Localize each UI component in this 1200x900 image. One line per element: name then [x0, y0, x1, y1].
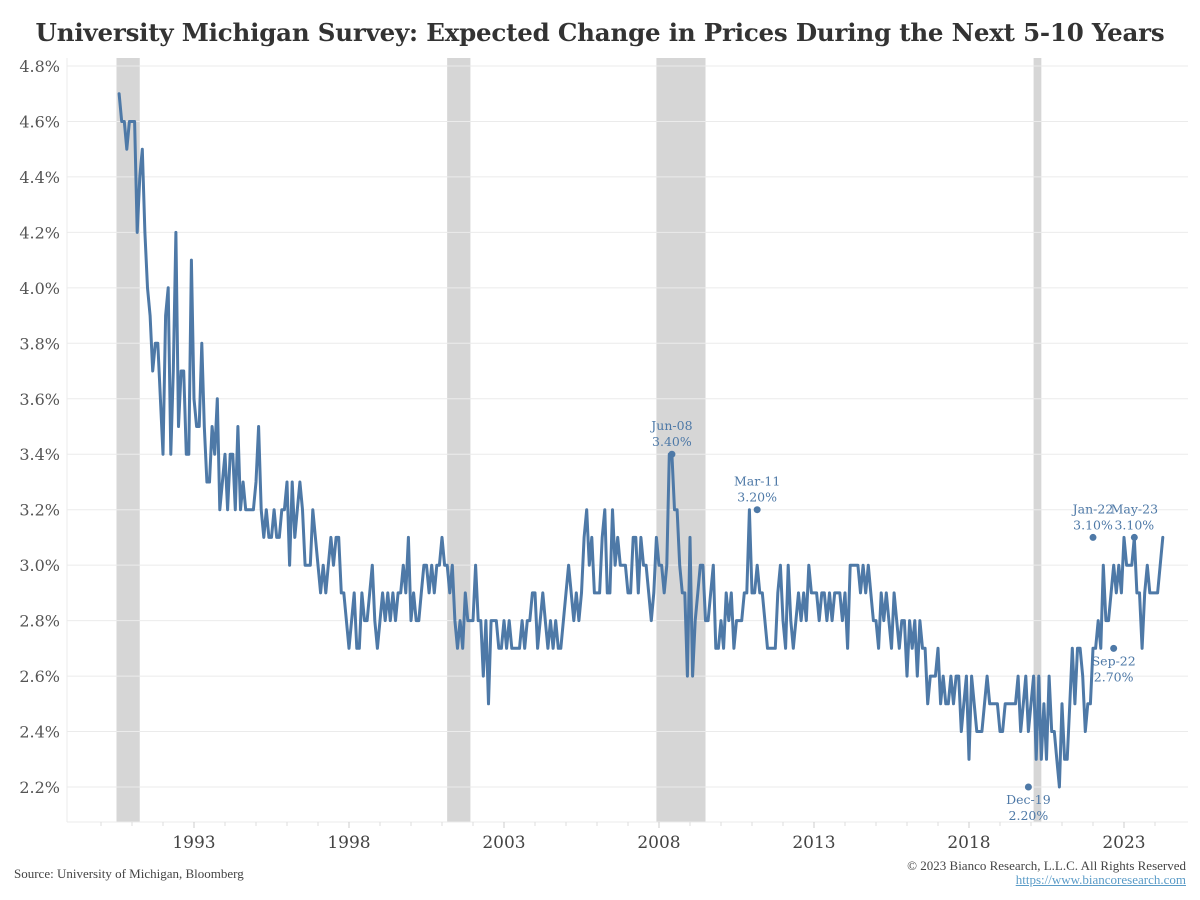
recession-band	[1033, 58, 1042, 822]
copyright-note: © 2023 Bianco Research, L.L.C. All Right…	[907, 858, 1186, 873]
annotation: Mar-113.20%	[734, 474, 780, 514]
y-tick-label: 2.4%	[19, 723, 60, 742]
y-tick-label: 2.8%	[19, 612, 60, 631]
gridlines	[67, 65, 1188, 788]
recession-band	[116, 58, 140, 822]
annotation-date: Mar-11	[734, 474, 780, 489]
annotation-date: Sep-22	[1092, 653, 1136, 668]
website-link[interactable]: https://www.biancoresearch.com	[1015, 872, 1186, 887]
annotation-marker	[1089, 533, 1097, 541]
y-axis-ticks: 2.2% 2.4% 2.6% 2.8% 3.0% 3.2% 3.4% 3.6% 3.8% 4.0%…	[19, 57, 60, 797]
x-axis-ticks: 1993 1998 2003 2008 2013 2018 2023	[172, 822, 1146, 853]
y-tick-label: 3.4%	[19, 445, 60, 464]
x-tick-label: 1998	[327, 833, 370, 853]
annotation-value: 3.40%	[652, 434, 692, 449]
annotation-value: 3.10%	[1114, 517, 1154, 532]
y-tick-label: 3.0%	[19, 556, 60, 575]
y-tick-label: 4.4%	[19, 168, 60, 187]
y-tick-label: 4.2%	[19, 223, 60, 242]
recession-band	[656, 58, 706, 822]
y-tick-label: 3.8%	[19, 334, 60, 353]
annotation-date: Jun-08	[649, 418, 692, 433]
annotation-value: 2.20%	[1009, 808, 1049, 823]
y-tick-label: 2.2%	[19, 778, 60, 797]
annotation-marker	[1110, 644, 1118, 652]
recession-shading	[116, 58, 1042, 822]
annotation: Sep-222.70%	[1092, 644, 1136, 684]
annotation-marker	[753, 506, 761, 514]
annotation-marker	[1024, 783, 1032, 791]
annotation-value: 3.20%	[737, 490, 777, 505]
annotation-marker	[668, 450, 676, 458]
x-tick-label: 2023	[1102, 833, 1145, 853]
x-tick-label: 2013	[792, 833, 835, 853]
annotation-value: 3.10%	[1073, 517, 1113, 532]
x-tick-label: 2008	[637, 833, 680, 853]
source-note: Source: University of Michigan, Bloomber…	[14, 866, 244, 881]
plot-background	[67, 58, 1188, 822]
x-tick-label: 2003	[482, 833, 525, 853]
annotation: Jan-223.10%	[1071, 501, 1114, 541]
series-line	[117, 92, 1165, 789]
annotation: May-233.10%	[1111, 501, 1158, 541]
series	[117, 92, 1165, 789]
annotation-value: 2.70%	[1094, 669, 1134, 684]
y-tick-label: 4.6%	[19, 112, 60, 131]
x-tick-label: 2018	[947, 833, 990, 853]
annotation-date: May-23	[1111, 501, 1158, 516]
chart-title: University Michigan Survey: Expected Cha…	[35, 18, 1165, 47]
y-tick-label: 4.8%	[19, 57, 60, 76]
annotation-date: Jan-22	[1071, 501, 1114, 516]
annotation-date: Dec-19	[1006, 792, 1051, 807]
y-tick-label: 2.6%	[19, 667, 60, 686]
annotations: Jun-083.40%Mar-113.20%Dec-192.20%Jan-223…	[649, 418, 1158, 823]
axes	[66, 58, 1188, 826]
y-tick-label: 4.0%	[19, 279, 60, 298]
y-tick-label: 3.6%	[19, 390, 60, 409]
annotation-marker	[1130, 533, 1138, 541]
plot-area	[67, 58, 1188, 822]
recession-band	[447, 58, 471, 822]
x-tick-label: 1993	[172, 833, 215, 853]
y-tick-label: 3.2%	[19, 501, 60, 520]
annotation: Jun-083.40%	[649, 418, 693, 458]
annotation: Dec-192.20%	[1006, 783, 1051, 823]
